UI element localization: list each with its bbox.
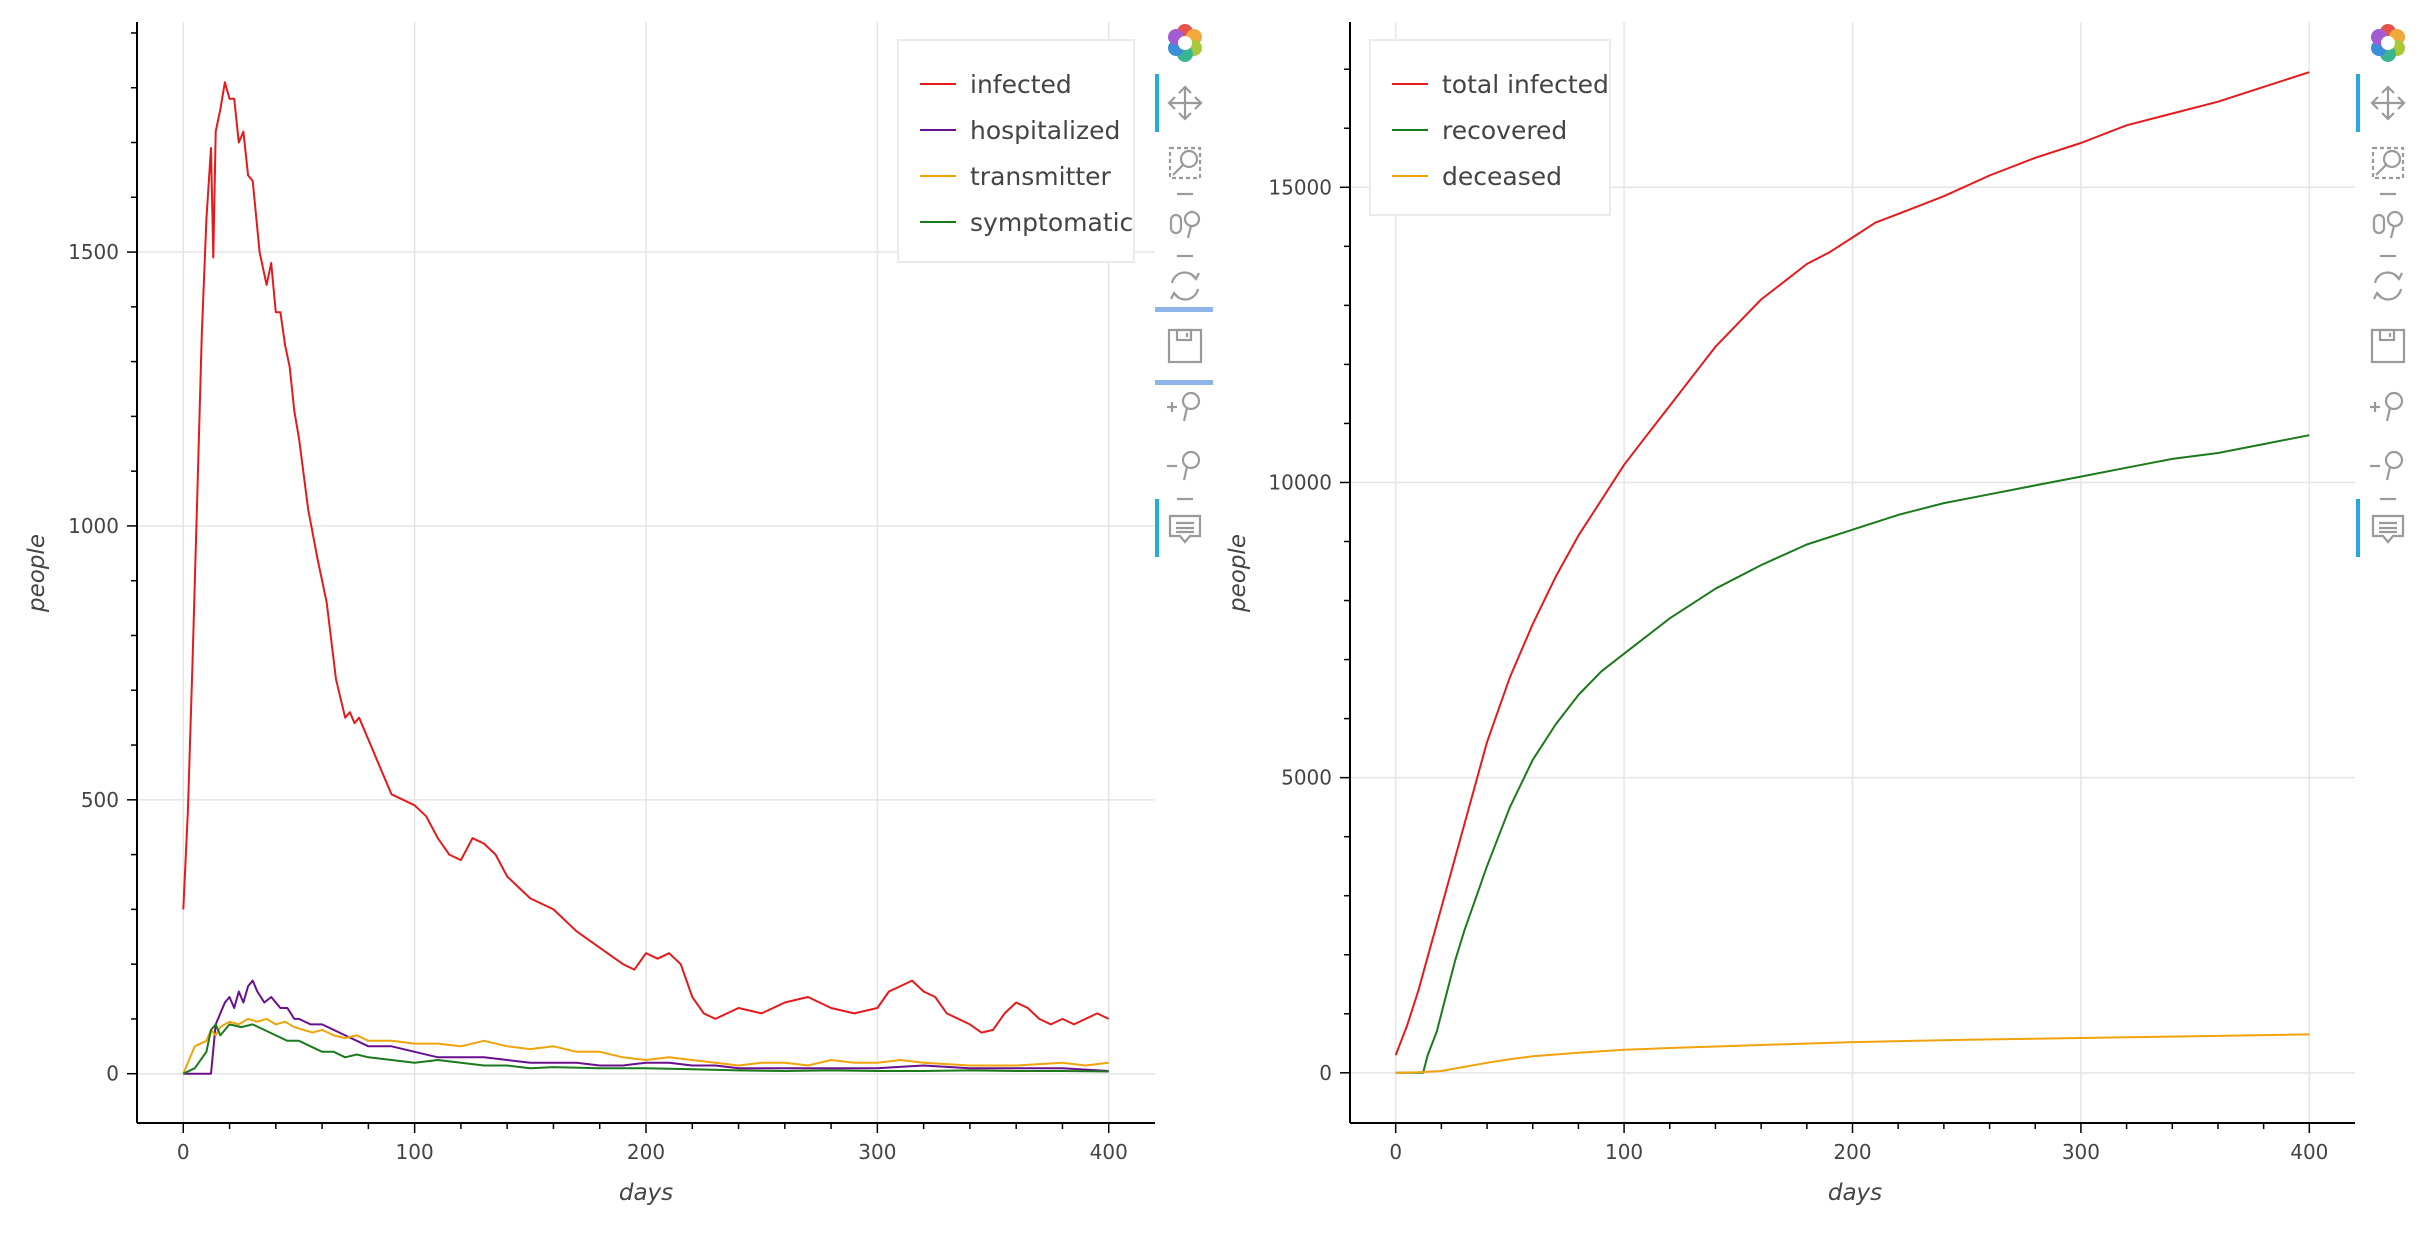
chart-right: 0 100 200 300 400 0 5000 10000 15000 days peopl… — [1225, 22, 2355, 1206]
chart-left-series-transmitter — [182, 1017, 1109, 1075]
chart-left-x-tick-label: 400 — [1090, 1140, 1128, 1164]
hover-icon[interactable] — [2371, 514, 2405, 544]
chart-right-grid — [1350, 22, 2355, 1123]
legend-label: infected — [970, 70, 1072, 99]
reset-icon[interactable] — [1170, 271, 1200, 301]
chart-right-y-axis-label: people — [1225, 534, 1251, 613]
reset-icon[interactable] — [2373, 271, 2403, 301]
chart-left-x-ticks: 0 100 200 300 400 — [177, 1123, 1128, 1164]
chart-left-legend: infected hospitalized transmitter symptomat… — [897, 39, 1135, 263]
chart-left-y-tick-label: 0 — [106, 1062, 119, 1086]
chart-right-series-recovered — [1395, 434, 2310, 1074]
pan-icon[interactable] — [2370, 85, 2406, 121]
chart-right-x-tick-label: 0 — [1389, 1140, 1402, 1164]
wheel-zoom-icon[interactable] — [1169, 210, 1201, 239]
chart-left-y-tick-label: 500 — [81, 788, 119, 812]
chart-right-y-tick-label: 15000 — [1268, 175, 1332, 199]
box-zoom-icon[interactable] — [2371, 146, 2405, 180]
save-tool-top-border — [1155, 307, 1213, 312]
chart-right-x-axis-label: days — [1828, 1180, 1882, 1206]
chart-left-y-tick-label: 1500 — [68, 240, 119, 264]
zoom-out-icon[interactable] — [2370, 450, 2404, 481]
scroll-tool-active-indicator — [1155, 499, 1159, 557]
bokeh-logo-icon[interactable] — [1168, 24, 1202, 62]
zoom-in-icon[interactable] — [2370, 391, 2404, 422]
chart-left-x-axis-label: days — [619, 1180, 673, 1206]
chart-left-legend-item: transmitter — [920, 162, 1112, 191]
chart-left-y-tick-label: 1000 — [68, 514, 119, 538]
legend-label: recovered — [1442, 116, 1567, 145]
chart-left: 0 100 200 300 400 0 500 1000 1500 days people i… — [24, 22, 1155, 1206]
chart-left-x-tick-label: 300 — [858, 1140, 896, 1164]
chart-left-legend-item: hospitalized — [920, 116, 1120, 145]
hover-icon[interactable] — [1168, 514, 1202, 544]
chart-right-y-tick-label: 10000 — [1268, 470, 1332, 494]
chart-right-legend: total infected recovered deceased — [1369, 39, 1611, 216]
pan-icon[interactable] — [1167, 85, 1203, 121]
chart-left-toolbar — [1155, 24, 1213, 557]
legend-label: symptomatic — [970, 208, 1133, 237]
chart-right-legend-item: deceased — [1392, 162, 1562, 191]
save-icon[interactable] — [1167, 328, 1203, 364]
chart-right-legend-box — [1369, 39, 1611, 216]
chart-right-x-ticks: 0 100 200 300 400 — [1389, 1123, 2328, 1164]
pan-tool-active-indicator — [2356, 74, 2360, 132]
chart-left-series — [182, 81, 1110, 1075]
chart-left-legend-item: symptomatic — [920, 208, 1133, 237]
save-tool-bottom-border — [1155, 380, 1213, 385]
chart-left-y-ticks: 0 500 1000 1500 — [68, 32, 137, 1086]
chart-left-series-infected — [182, 81, 1110, 1034]
chart-right-toolbar — [2356, 24, 2406, 557]
wheel-zoom-icon[interactable] — [2372, 210, 2404, 239]
chart-right-x-tick-label: 400 — [2290, 1140, 2328, 1164]
chart-right-y-tick-label: 5000 — [1281, 766, 1332, 790]
chart-left-x-tick-label: 100 — [396, 1140, 434, 1164]
chart-left-legend-box — [897, 39, 1135, 263]
chart-right-legend-item: total infected — [1392, 70, 1609, 99]
chart-left-series-hospitalized — [183, 979, 1109, 1075]
chart-right-y-tick-label: 0 — [1319, 1061, 1332, 1085]
pan-tool-active-indicator — [1155, 74, 1159, 132]
chart-right-series — [1394, 71, 2310, 1074]
chart-left-y-axis-label: people — [24, 534, 50, 613]
legend-label: transmitter — [970, 162, 1112, 191]
chart-right-x-tick-label: 300 — [2062, 1140, 2100, 1164]
legend-label: deceased — [1442, 162, 1562, 191]
zoom-out-icon[interactable] — [1167, 450, 1201, 481]
legend-label: hospitalized — [970, 116, 1120, 145]
chart-right-y-ticks: 0 5000 10000 15000 — [1268, 68, 1350, 1085]
zoom-in-icon[interactable] — [1167, 391, 1201, 422]
chart-right-legend-item: recovered — [1392, 116, 1567, 145]
legend-label: total infected — [1442, 70, 1609, 99]
bokeh-logo-icon[interactable] — [2371, 24, 2405, 62]
save-icon[interactable] — [2370, 328, 2406, 364]
chart-left-x-tick-label: 0 — [177, 1140, 190, 1164]
chart-left-series-symptomatic — [182, 1023, 1109, 1075]
box-zoom-icon[interactable] — [1168, 146, 1202, 180]
chart-left-x-tick-label: 200 — [627, 1140, 665, 1164]
scroll-tool-active-indicator — [2356, 499, 2360, 557]
chart-right-x-tick-label: 100 — [1605, 1140, 1643, 1164]
chart-right-series-deceased — [1395, 1033, 2310, 1074]
chart-right-x-tick-label: 200 — [1833, 1140, 1871, 1164]
chart-right-series-total-infected — [1394, 71, 2310, 1056]
chart-left-legend-item: infected — [920, 70, 1072, 99]
